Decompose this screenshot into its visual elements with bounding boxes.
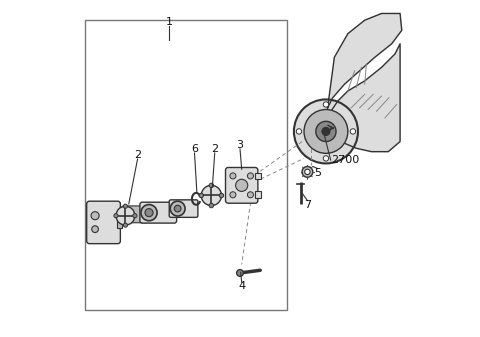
Circle shape [170, 201, 185, 216]
Circle shape [230, 173, 236, 179]
Circle shape [145, 209, 153, 217]
Circle shape [247, 173, 253, 179]
Circle shape [247, 192, 253, 198]
Circle shape [91, 212, 99, 220]
Text: 4: 4 [238, 281, 245, 292]
Text: 5: 5 [314, 167, 321, 178]
Circle shape [123, 204, 128, 208]
Circle shape [305, 169, 310, 175]
Text: 2: 2 [211, 144, 218, 154]
Circle shape [304, 110, 348, 153]
Bar [255, 191, 261, 198]
Text: 2: 2 [134, 150, 141, 160]
Circle shape [219, 193, 224, 198]
Text: 7: 7 [304, 200, 311, 210]
Circle shape [199, 193, 204, 198]
FancyBboxPatch shape [169, 200, 198, 217]
FancyBboxPatch shape [226, 167, 258, 203]
Circle shape [114, 214, 118, 218]
Text: 2700: 2700 [331, 155, 359, 165]
FancyBboxPatch shape [122, 206, 148, 223]
Circle shape [174, 205, 181, 212]
Bar [85, 20, 287, 310]
Circle shape [116, 206, 135, 225]
Circle shape [323, 102, 329, 107]
Circle shape [322, 127, 330, 135]
FancyBboxPatch shape [140, 202, 177, 223]
Circle shape [209, 203, 214, 208]
Circle shape [302, 166, 313, 177]
Circle shape [230, 192, 236, 198]
Circle shape [237, 270, 243, 276]
Polygon shape [326, 44, 400, 152]
Text: 1: 1 [166, 17, 173, 27]
Circle shape [209, 183, 214, 188]
Circle shape [294, 99, 358, 163]
Circle shape [133, 214, 137, 218]
Circle shape [296, 129, 301, 134]
Circle shape [92, 226, 98, 233]
Bar [255, 173, 261, 179]
Circle shape [123, 223, 128, 227]
Circle shape [201, 185, 221, 206]
Polygon shape [328, 13, 402, 108]
Text: 6: 6 [191, 144, 198, 154]
Circle shape [316, 121, 336, 142]
Text: 3: 3 [237, 140, 243, 150]
Circle shape [323, 156, 329, 161]
Circle shape [141, 205, 157, 221]
FancyBboxPatch shape [87, 201, 120, 244]
Circle shape [236, 179, 248, 191]
Bar [117, 216, 122, 228]
Circle shape [350, 129, 356, 134]
